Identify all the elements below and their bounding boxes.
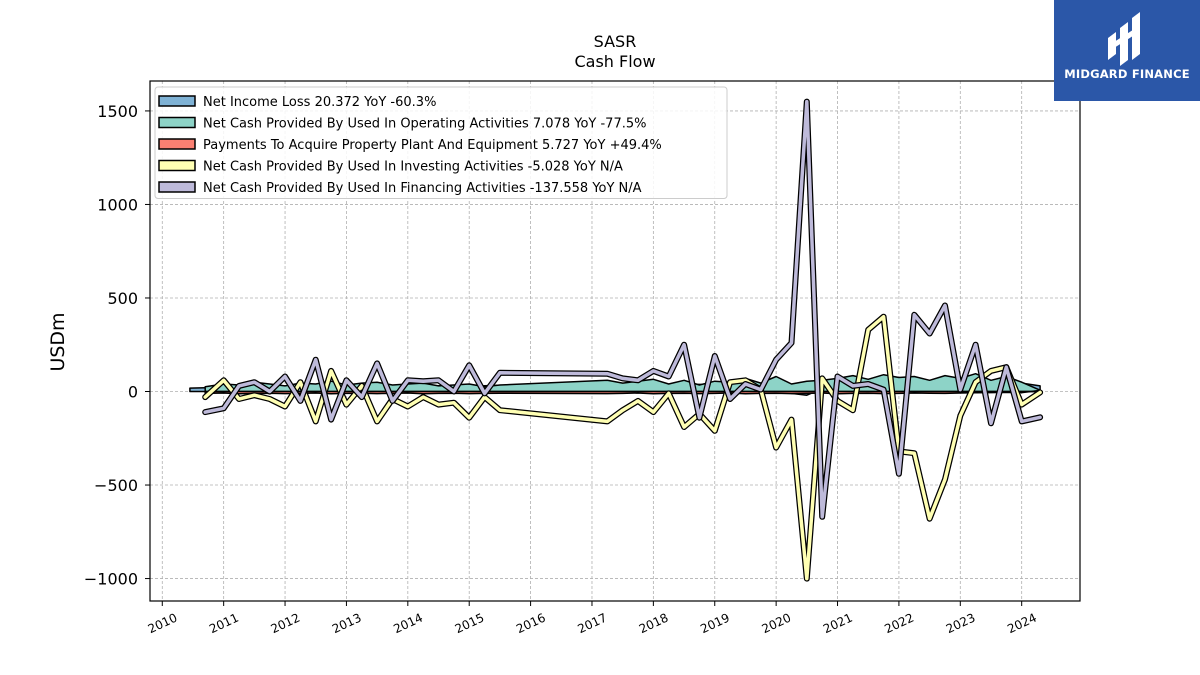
x-tick-label: 2024 [1005,611,1039,637]
chart-title: SASR [594,32,637,51]
legend-swatch-2 [158,138,196,150]
x-tick-label: 2023 [944,611,978,637]
series-line-4 [203,99,1042,519]
x-tick-label: 2016 [514,611,548,637]
watermark-logo: MIDGARD FINANCE [1054,0,1200,101]
watermark-text: MIDGARD FINANCE [1064,67,1190,81]
y-axis-label: USDm [47,312,69,371]
y-tick-label: 1500 [97,102,138,121]
legend-label-4: Net Cash Provided By Used In Financing A… [203,181,642,196]
x-tick-label: 2012 [269,611,303,637]
y-tick-label: −500 [94,476,138,495]
x-tick-label: 2014 [391,611,425,637]
series-line-3 [203,314,1042,581]
legend-box [154,86,728,199]
legend: Net Income Loss 20.372 YoY -60.3% Net Cas… [154,86,728,199]
legend-swatch-3 [158,159,196,172]
x-tick-label: 2019 [698,611,732,637]
series-line-outline-3 [202,313,1044,582]
plot-frame [149,80,1081,602]
x-tick-label: 2010 [146,611,180,637]
legend-label-0: Net Income Loss 20.372 YoY -60.3% [203,95,436,110]
x-tick-label: 2017 [575,611,609,637]
midgard-logo-icon [1108,12,1140,66]
x-tick-label: 2018 [637,611,671,637]
x-tick-label: 2013 [330,611,364,637]
legend-label-2: Payments To Acquire Property Plant And E… [203,138,662,153]
x-tick-label: 2022 [882,611,916,637]
series-group [189,98,1044,582]
y-tick-label: 500 [107,289,138,308]
y-tick-label: 0 [128,383,138,402]
legend-swatch-1 [158,116,196,129]
x-tick-label: 2020 [760,611,794,637]
y-tick-label: −1000 [84,570,138,589]
legend-label-1: Net Cash Provided By Used In Operating A… [203,117,646,132]
legend-swatch-0 [158,95,196,107]
x-tick-label: 2015 [453,611,487,637]
legend-label-3: Net Cash Provided By Used In Investing A… [203,160,623,175]
axes: −1000 −500 0 500 1000 1500 2010 2011 2012 2013 201… [84,102,1039,636]
x-tick-label: 2021 [821,611,855,637]
x-tick-label: 2011 [207,611,241,637]
series-area-2 [204,389,1041,395]
chart-subtitle: Cash Flow [574,52,655,71]
legend-swatch-4 [158,181,196,193]
y-tick-label: 1000 [97,195,138,214]
